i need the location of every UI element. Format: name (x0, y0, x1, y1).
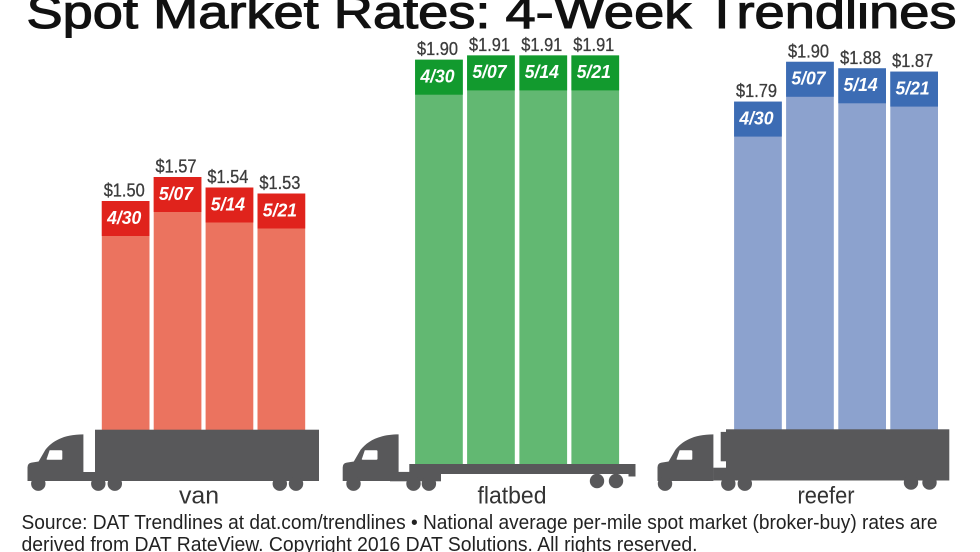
svg-text:$1.91: $1.91 (521, 35, 562, 55)
svg-text:5/07: 5/07 (791, 68, 827, 89)
svg-text:4/30: 4/30 (738, 107, 774, 128)
svg-text:5/14: 5/14 (211, 193, 245, 214)
svg-text:5/07: 5/07 (472, 61, 508, 82)
svg-text:reefer: reefer (798, 483, 855, 510)
svg-text:$1.53: $1.53 (259, 173, 300, 193)
svg-text:derived from DAT RateView. Cop: derived from DAT RateView. Copyright 201… (22, 534, 698, 552)
svg-text:$1.50: $1.50 (104, 181, 145, 201)
svg-text:4/30: 4/30 (106, 207, 142, 228)
svg-text:5/07: 5/07 (159, 183, 195, 204)
svg-text:$1.87: $1.87 (892, 51, 933, 71)
svg-text:5/14: 5/14 (844, 74, 878, 95)
svg-text:$1.79: $1.79 (736, 81, 777, 101)
svg-text:$1.91: $1.91 (573, 35, 614, 55)
svg-text:$1.90: $1.90 (417, 39, 458, 59)
svg-text:Source: DAT Trendlines at dat.: Source: DAT Trendlines at dat.com/trendl… (22, 512, 938, 534)
svg-text:$1.57: $1.57 (156, 157, 197, 177)
svg-text:5/21: 5/21 (896, 77, 930, 98)
svg-text:Spot Market Rates: 4-Week Tren: Spot Market Rates: 4-Week Trendlines (27, 0, 957, 38)
svg-text:5/14: 5/14 (525, 61, 559, 82)
svg-text:4/30: 4/30 (419, 66, 455, 87)
svg-text:5/21: 5/21 (577, 61, 611, 82)
svg-text:$1.91: $1.91 (469, 35, 510, 55)
svg-text:$1.90: $1.90 (788, 41, 829, 61)
svg-text:$1.54: $1.54 (207, 167, 248, 187)
svg-text:$1.88: $1.88 (840, 48, 881, 68)
svg-text:flatbed: flatbed (478, 483, 547, 510)
svg-text:5/21: 5/21 (263, 199, 297, 220)
svg-text:van: van (179, 483, 219, 510)
